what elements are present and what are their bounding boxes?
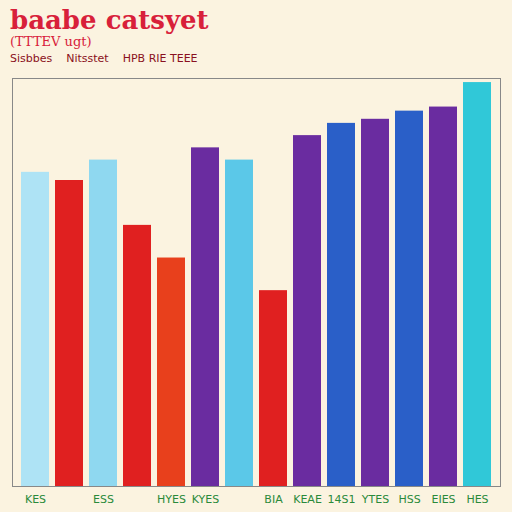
svg-text:ESS: ESS — [93, 493, 114, 506]
svg-text:HSS: HSS — [398, 493, 420, 506]
svg-text:HYES: HYES — [157, 493, 186, 506]
svg-text:EIES: EIES — [431, 493, 455, 506]
svg-text:YTES: YTES — [361, 493, 389, 506]
svg-text:HES: HES — [466, 493, 488, 506]
svg-text:14S1: 14S1 — [328, 493, 356, 506]
html-text:Nitsstet: Nitsstet — [66, 52, 109, 65]
svg-text:KES: KES — [25, 493, 46, 506]
svg-text:BIA: BIA — [264, 493, 283, 506]
svg-text:KEAE: KEAE — [293, 493, 322, 506]
html-text:baabe catsyet: baabe catsyet — [10, 5, 209, 35]
html-text:HPB RIE TEEE: HPB RIE TEEE — [122, 52, 198, 65]
html-text:Sisbbes: Sisbbes — [10, 52, 53, 65]
html-text:(TTTEV ugt): (TTTEV ugt) — [10, 34, 92, 49]
svg-text:KYES: KYES — [192, 493, 219, 506]
